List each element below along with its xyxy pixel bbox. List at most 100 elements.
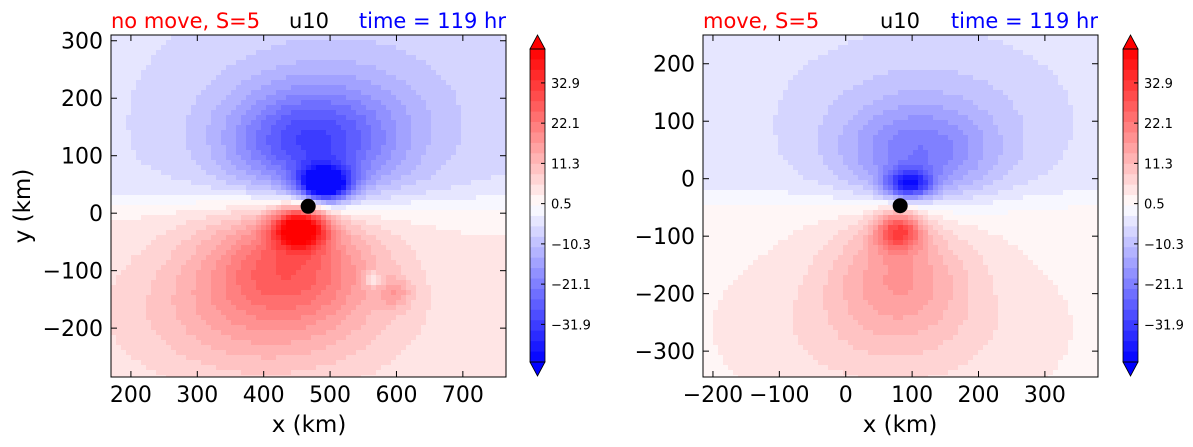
field-cell xyxy=(376,95,382,101)
field-cell xyxy=(226,285,232,291)
field-cell xyxy=(476,110,482,116)
field-cell xyxy=(286,225,292,231)
field-cell xyxy=(126,170,132,176)
field-cell xyxy=(196,340,202,346)
field-cell xyxy=(321,150,327,156)
field-cell xyxy=(261,335,267,341)
field-cell xyxy=(361,160,367,166)
field-cell xyxy=(121,285,127,291)
field-cell xyxy=(306,340,312,346)
field-cell xyxy=(416,330,422,336)
field-cell xyxy=(171,60,177,66)
field-cell xyxy=(266,45,272,51)
field-cell xyxy=(396,220,402,226)
field-cell xyxy=(441,160,447,166)
field-cell xyxy=(356,210,362,216)
field-cell xyxy=(346,305,352,311)
field-cell xyxy=(381,165,387,171)
field-cell xyxy=(451,215,457,221)
field-cell xyxy=(146,350,152,356)
field-cell xyxy=(316,270,322,276)
field-cell xyxy=(471,220,477,226)
field-cell xyxy=(491,175,497,181)
field-cell xyxy=(231,320,237,326)
field-cell xyxy=(241,165,247,171)
field-cell xyxy=(186,260,192,266)
field-cell xyxy=(466,295,472,301)
field-cell xyxy=(306,50,312,56)
field-cell xyxy=(456,300,462,306)
field-cell xyxy=(296,75,302,81)
field-cell xyxy=(376,75,382,81)
field-cell xyxy=(261,145,267,151)
field-cell xyxy=(126,335,132,341)
field-cell xyxy=(141,120,147,126)
field-cell xyxy=(146,185,152,191)
field-cell xyxy=(451,75,457,81)
field-cell xyxy=(111,320,117,326)
field-cell xyxy=(226,220,232,226)
field-cell xyxy=(141,345,147,351)
field-cell xyxy=(456,35,462,41)
field-cell xyxy=(186,190,192,196)
field-cell xyxy=(396,125,402,131)
field-cell xyxy=(261,340,267,346)
field-cell xyxy=(471,235,477,241)
field-cell xyxy=(186,290,192,296)
field-cell xyxy=(241,170,247,176)
field-cell xyxy=(326,280,332,286)
field-cell xyxy=(261,235,267,241)
field-cell xyxy=(271,185,277,191)
field-cell xyxy=(411,250,417,256)
field-cell xyxy=(226,85,232,91)
field-cell xyxy=(281,200,287,206)
field-cell xyxy=(271,300,277,306)
field-cell xyxy=(266,310,272,316)
field-cell xyxy=(126,80,132,86)
field-cell xyxy=(436,270,442,276)
field-cell xyxy=(246,320,252,326)
field-cell xyxy=(256,185,262,191)
field-cell xyxy=(486,245,492,251)
field-cell xyxy=(201,210,207,216)
field-cell xyxy=(461,215,467,221)
field-cell xyxy=(376,70,382,76)
field-cell xyxy=(401,250,407,256)
field-cell xyxy=(156,200,162,206)
field-cell xyxy=(186,120,192,126)
field-cell xyxy=(406,325,412,331)
field-cell xyxy=(356,315,362,321)
field-cell xyxy=(346,155,352,161)
field-cell xyxy=(406,120,412,126)
field-cell xyxy=(136,220,142,226)
field-cell xyxy=(316,325,322,331)
field-cell xyxy=(336,335,342,341)
field-cell xyxy=(466,230,472,236)
field-cell xyxy=(231,40,237,46)
field-cell xyxy=(176,315,182,321)
field-cell xyxy=(426,310,432,316)
field-cell xyxy=(136,265,142,271)
field-cell xyxy=(311,275,317,281)
field-cell xyxy=(226,115,232,121)
field-cell xyxy=(321,320,327,326)
field-cell xyxy=(451,260,457,266)
field-cell xyxy=(146,110,152,116)
field-cell xyxy=(446,75,452,81)
field-cell xyxy=(306,95,312,101)
field-cell xyxy=(276,160,282,166)
field-cell xyxy=(216,45,222,51)
field-cell xyxy=(146,195,152,201)
field-cell xyxy=(286,160,292,166)
field-cell xyxy=(486,315,492,321)
field-cell xyxy=(391,260,397,266)
field-cell xyxy=(396,45,402,51)
field-cell xyxy=(291,345,297,351)
field-cell xyxy=(126,265,132,271)
field-cell xyxy=(431,230,437,236)
field-cell xyxy=(151,250,157,256)
field-cell xyxy=(146,265,152,271)
field-cell xyxy=(426,190,432,196)
field-cell xyxy=(166,320,172,326)
field-cell xyxy=(281,120,287,126)
